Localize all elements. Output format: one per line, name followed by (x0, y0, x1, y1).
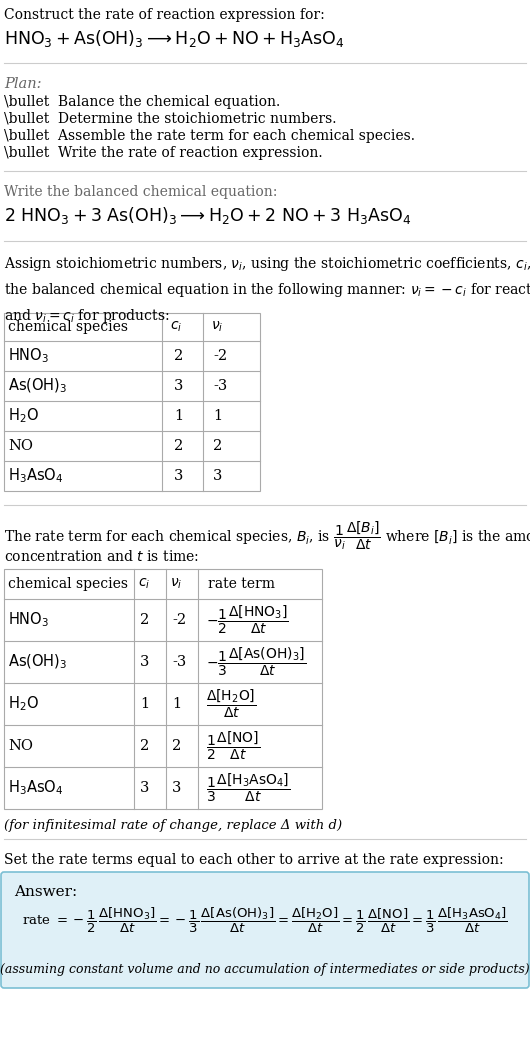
Text: 3: 3 (140, 781, 149, 795)
Text: Answer:: Answer: (14, 885, 77, 899)
Text: NO: NO (8, 740, 33, 753)
Text: Plan:: Plan: (4, 77, 41, 91)
Text: chemical species: chemical species (8, 577, 128, 591)
Text: -2: -2 (213, 349, 227, 363)
Text: 2: 2 (174, 349, 183, 363)
Text: $\mathrm{H_2O}$: $\mathrm{H_2O}$ (8, 695, 39, 713)
Text: $c_i$: $c_i$ (138, 576, 151, 591)
Text: $\mathrm{2\ HNO_3 + 3\ As(OH)_3 \longrightarrow H_2O + 2\ NO + 3\ H_3AsO_4}$: $\mathrm{2\ HNO_3 + 3\ As(OH)_3 \longrig… (4, 205, 411, 226)
Text: concentration and $t$ is time:: concentration and $t$ is time: (4, 549, 199, 564)
Text: $\nu_i$: $\nu_i$ (170, 576, 182, 591)
Text: $\mathrm{HNO_3}$: $\mathrm{HNO_3}$ (8, 346, 49, 365)
Text: $-\dfrac{1}{3}\dfrac{\Delta[\mathrm{As(OH)_3}]}{\Delta t}$: $-\dfrac{1}{3}\dfrac{\Delta[\mathrm{As(O… (206, 645, 306, 678)
Text: \bullet  Determine the stoichiometric numbers.: \bullet Determine the stoichiometric num… (4, 112, 337, 126)
Text: 3: 3 (172, 781, 181, 795)
Text: 1: 1 (174, 409, 183, 423)
Text: -3: -3 (172, 655, 186, 669)
Text: Set the rate terms equal to each other to arrive at the rate expression:: Set the rate terms equal to each other t… (4, 852, 504, 867)
Text: (for infinitesimal rate of change, replace Δ with d): (for infinitesimal rate of change, repla… (4, 819, 342, 832)
Text: 3: 3 (174, 379, 183, 393)
Text: 3: 3 (140, 655, 149, 669)
Text: $\mathrm{H_2O}$: $\mathrm{H_2O}$ (8, 407, 39, 426)
Text: The rate term for each chemical species, $B_i$, is $\dfrac{1}{\nu_i}\dfrac{\Delt: The rate term for each chemical species,… (4, 519, 530, 551)
Text: 2: 2 (174, 439, 183, 453)
Text: 3: 3 (213, 469, 223, 483)
Text: \bullet  Assemble the rate term for each chemical species.: \bullet Assemble the rate term for each … (4, 129, 415, 143)
Text: NO: NO (8, 439, 33, 453)
Text: 1: 1 (140, 697, 149, 711)
Text: rate $= -\dfrac{1}{2}\,\dfrac{\Delta[\mathrm{HNO_3}]}{\Delta t} = -\dfrac{1}{3}\: rate $= -\dfrac{1}{2}\,\dfrac{\Delta[\ma… (22, 906, 508, 935)
Text: 2: 2 (213, 439, 222, 453)
Text: (assuming constant volume and no accumulation of intermediates or side products): (assuming constant volume and no accumul… (0, 963, 530, 976)
Text: 1: 1 (172, 697, 181, 711)
Text: $\mathrm{As(OH)_3}$: $\mathrm{As(OH)_3}$ (8, 377, 67, 395)
Bar (4, 313, 260, 491)
Text: -3: -3 (213, 379, 227, 393)
Text: Write the balanced chemical equation:: Write the balanced chemical equation: (4, 185, 277, 199)
Text: $\dfrac{1}{2}\dfrac{\Delta[\mathrm{NO}]}{\Delta t}$: $\dfrac{1}{2}\dfrac{\Delta[\mathrm{NO}]}… (206, 730, 260, 763)
Text: $\dfrac{\Delta[\mathrm{H_2O}]}{\Delta t}$: $\dfrac{\Delta[\mathrm{H_2O}]}{\Delta t}… (206, 688, 257, 720)
Text: $\mathrm{HNO_3}$: $\mathrm{HNO_3}$ (8, 611, 49, 630)
Text: chemical species: chemical species (8, 320, 128, 334)
FancyBboxPatch shape (1, 872, 529, 988)
Text: $\mathrm{H_3AsO_4}$: $\mathrm{H_3AsO_4}$ (8, 467, 63, 485)
Text: Assign stoichiometric numbers, $\nu_i$, using the stoichiometric coefficients, $: Assign stoichiometric numbers, $\nu_i$, … (4, 255, 530, 324)
Text: rate term: rate term (208, 577, 275, 591)
Text: $\mathrm{HNO_3 + As(OH)_3 \longrightarrow H_2O + NO + H_3AsO_4}$: $\mathrm{HNO_3 + As(OH)_3 \longrightarro… (4, 28, 344, 49)
Bar (4, 569, 322, 809)
Text: $\nu_i$: $\nu_i$ (211, 320, 224, 335)
Text: 3: 3 (174, 469, 183, 483)
Text: $-\dfrac{1}{2}\dfrac{\Delta[\mathrm{HNO_3}]}{\Delta t}$: $-\dfrac{1}{2}\dfrac{\Delta[\mathrm{HNO_… (206, 604, 289, 636)
Text: $\mathrm{As(OH)_3}$: $\mathrm{As(OH)_3}$ (8, 653, 67, 672)
Text: $c_i$: $c_i$ (170, 320, 182, 335)
Text: \bullet  Write the rate of reaction expression.: \bullet Write the rate of reaction expre… (4, 146, 323, 160)
Text: Construct the rate of reaction expression for:: Construct the rate of reaction expressio… (4, 8, 325, 22)
Text: -2: -2 (172, 613, 186, 627)
Text: \bullet  Balance the chemical equation.: \bullet Balance the chemical equation. (4, 95, 280, 109)
Text: 2: 2 (140, 613, 149, 627)
Text: $\mathrm{H_3AsO_4}$: $\mathrm{H_3AsO_4}$ (8, 778, 63, 797)
Text: $\dfrac{1}{3}\dfrac{\Delta[\mathrm{H_3AsO_4}]}{\Delta t}$: $\dfrac{1}{3}\dfrac{\Delta[\mathrm{H_3As… (206, 772, 290, 804)
Text: 1: 1 (213, 409, 222, 423)
Text: 2: 2 (172, 740, 181, 753)
Text: 2: 2 (140, 740, 149, 753)
